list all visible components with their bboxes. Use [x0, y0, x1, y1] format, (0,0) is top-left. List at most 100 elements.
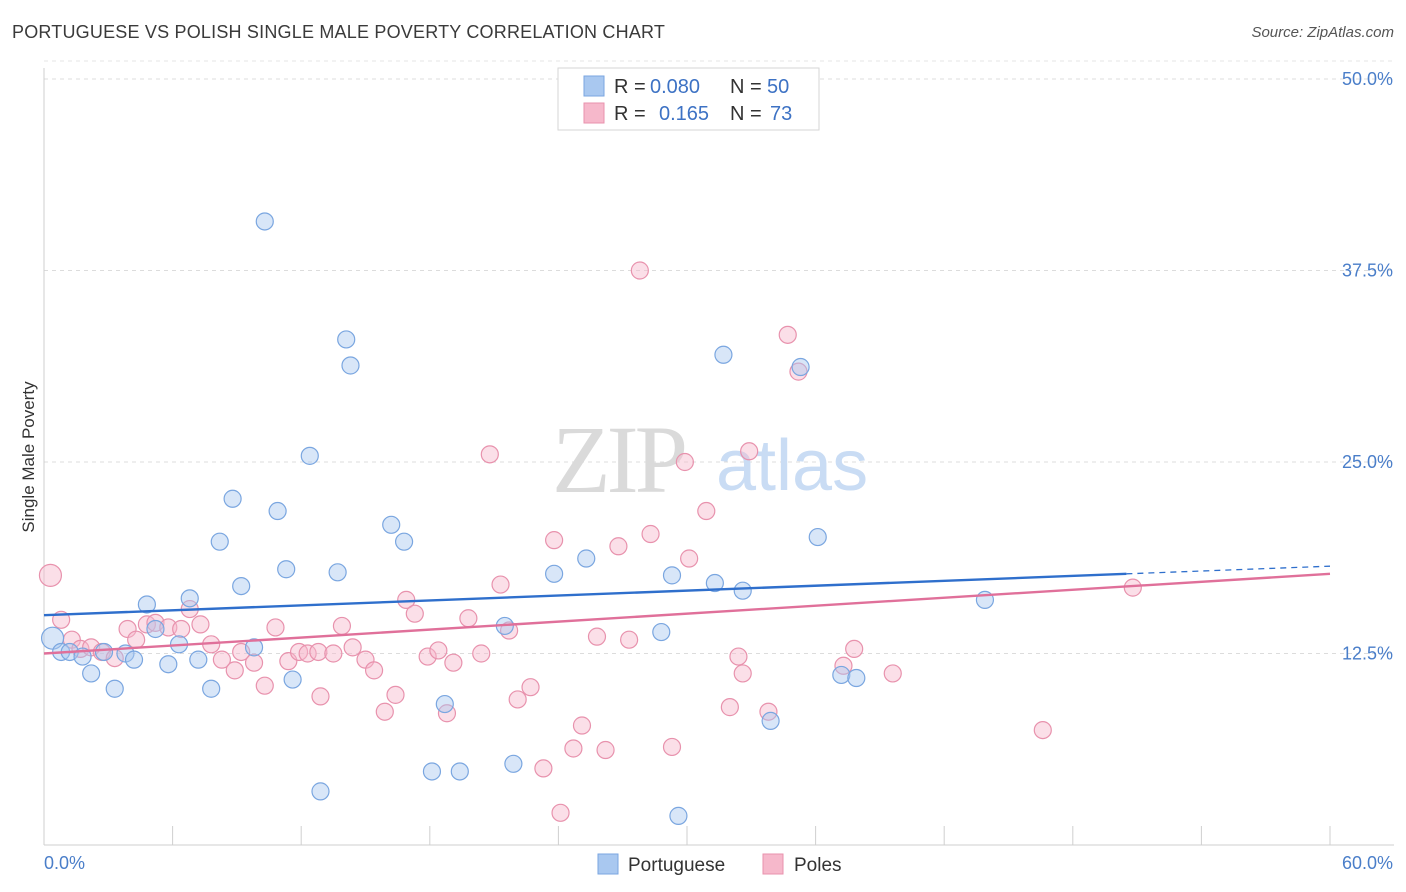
point-poles: [332, 616, 352, 636]
point-portuguese: [202, 679, 221, 698]
point-portuguese: [450, 762, 469, 781]
legend-n-value-1: 50: [767, 76, 789, 98]
point-poles: [564, 739, 583, 758]
point-portuguese: [705, 573, 724, 593]
trend-line-poles: [43, 572, 1331, 655]
legend-r-label-2: R =: [614, 103, 646, 125]
y-tick-labels: 12.5% 25.0% 37.5% 50.0%: [1342, 69, 1393, 664]
point-portuguese: [255, 212, 274, 231]
watermark: ZIP atlas: [552, 406, 868, 513]
point-portuguese: [146, 619, 165, 639]
chart-source: Source: ZipAtlas.com: [1251, 24, 1394, 41]
point-poles: [675, 452, 694, 472]
x-tick-label-min: 0.0%: [44, 853, 85, 873]
point-portuguese: [847, 668, 866, 688]
point-poles: [545, 531, 564, 550]
bottom-legend-swatch-portuguese: [597, 853, 619, 875]
chart-title: PORTUGUESE VS POLISH SINGLE MALE POVERTY…: [12, 22, 666, 42]
legend-swatch-portuguese: [583, 75, 605, 97]
point-poles: [311, 687, 330, 706]
point-poles: [630, 261, 649, 280]
point-poles: [225, 661, 244, 680]
point-portuguese: [662, 566, 682, 585]
point-poles: [521, 678, 540, 697]
point-poles: [845, 639, 864, 659]
point-portuguese: [283, 670, 302, 689]
y-tick-label: 50.0%: [1342, 69, 1393, 89]
point-portuguese: [277, 560, 296, 579]
point-portuguese: [669, 806, 688, 825]
point-poles: [459, 609, 478, 628]
trend-line-portuguese: [43, 572, 1127, 617]
point-poles: [697, 501, 716, 521]
point-poles: [38, 563, 63, 587]
point-poles: [1123, 578, 1142, 597]
point-poles: [508, 690, 527, 709]
bottom-legend-label-poles: Poles: [794, 855, 842, 876]
point-portuguese: [761, 711, 780, 731]
y-tick-label: 37.5%: [1342, 261, 1393, 281]
point-portuguese: [328, 563, 347, 582]
point-poles: [375, 702, 394, 721]
point-poles: [596, 740, 615, 760]
point-poles: [534, 759, 553, 778]
point-portuguese: [223, 489, 242, 508]
point-poles: [386, 685, 405, 704]
point-portuguese: [210, 532, 229, 551]
point-poles: [620, 630, 639, 649]
point-poles: [405, 604, 424, 623]
point-poles: [480, 445, 499, 464]
point-portuguese: [337, 330, 356, 349]
point-poles: [418, 647, 437, 666]
point-poles: [778, 325, 797, 344]
legend-r-value-2: 0.165: [659, 103, 709, 125]
watermark-zip: ZIP: [552, 406, 685, 513]
point-portuguese: [124, 650, 144, 669]
point-poles: [191, 615, 210, 634]
point-portuguese: [244, 638, 264, 657]
point-poles: [680, 549, 699, 568]
legend-n-label-1: N =: [730, 76, 762, 98]
point-portuguese: [714, 345, 733, 364]
point-poles: [127, 630, 146, 649]
point-poles: [429, 641, 448, 660]
point-portuguese: [137, 595, 156, 614]
point-portuguese: [791, 357, 810, 377]
point-poles: [364, 661, 384, 680]
axes: [43, 68, 1394, 846]
point-poles: [212, 650, 231, 669]
legend-swatch-poles: [583, 102, 605, 124]
point-portuguese: [341, 356, 360, 375]
bottom-legend-label-portuguese: Portuguese: [628, 855, 725, 876]
point-portuguese: [82, 664, 101, 683]
point-poles: [172, 619, 191, 639]
point-portuguese: [652, 622, 671, 642]
point-portuguese: [545, 564, 564, 583]
point-poles: [343, 638, 362, 657]
watermark-atlas: atlas: [716, 426, 868, 506]
point-poles: [491, 575, 510, 594]
point-poles: [662, 737, 682, 757]
point-poles: [244, 653, 264, 672]
legend-n-label-2: N =: [730, 103, 762, 125]
point-portuguese: [733, 581, 752, 600]
point-poles: [883, 664, 902, 683]
point-poles: [309, 642, 328, 662]
y-tick-label: 25.0%: [1342, 452, 1393, 472]
point-portuguese: [422, 762, 442, 781]
y-axis-label: Single Male Poverty: [19, 381, 38, 533]
bottom-legend-swatch-poles: [762, 853, 784, 875]
point-portuguese: [832, 665, 851, 685]
point-portuguese: [577, 549, 596, 568]
point-poles: [641, 524, 660, 544]
point-portuguese: [808, 527, 827, 547]
legend-r-value-1: 0.080: [650, 76, 700, 98]
point-portuguese: [435, 694, 454, 714]
trend-line-extension-portuguese: [1126, 565, 1331, 575]
point-poles: [609, 537, 628, 556]
point-poles: [472, 644, 491, 663]
point-portuguese: [232, 576, 251, 596]
point-poles: [1033, 720, 1052, 740]
x-tick-labels: 0.0% 60.0%: [44, 853, 1393, 873]
point-poles: [729, 647, 748, 666]
